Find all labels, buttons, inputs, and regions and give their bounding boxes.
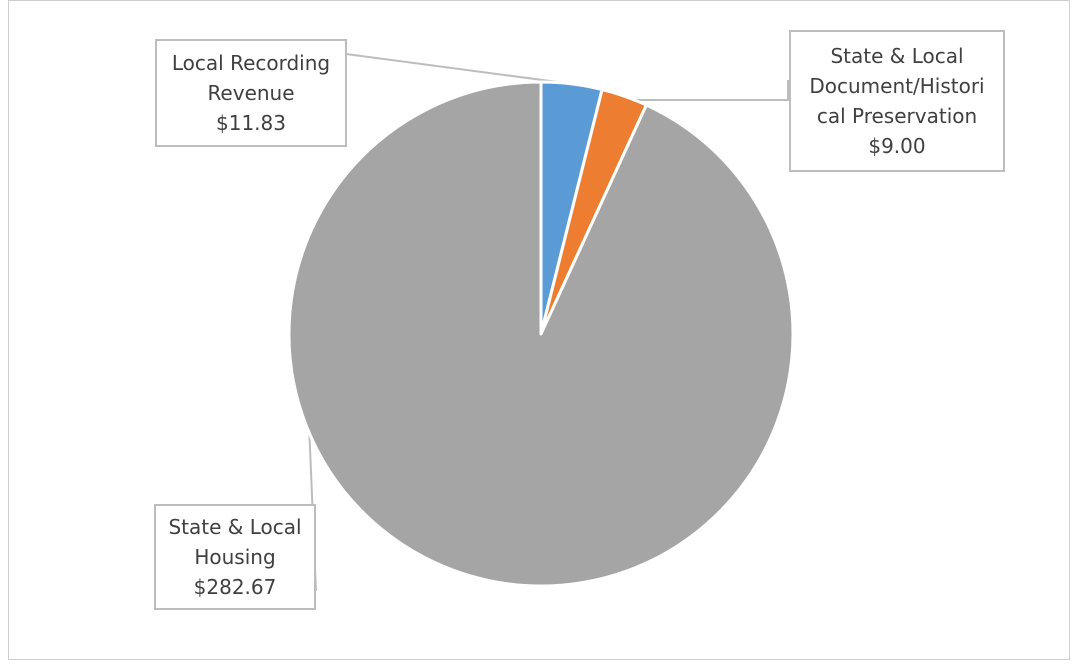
data-label-line: $11.83: [216, 111, 286, 135]
leader-line-1: [623, 80, 789, 102]
data-label-line: State & Local: [168, 515, 302, 539]
data-label-line: Housing: [194, 545, 276, 569]
data-label-line: Revenue: [207, 81, 295, 105]
data-label-line: $9.00: [868, 134, 926, 158]
data-label-line: Local Recording: [171, 51, 331, 75]
data-label-line: Document/Histori: [809, 74, 985, 98]
data-label-line: $282.67: [193, 575, 277, 599]
pie-slices: [287, 80, 795, 588]
data-label-housing: State & Local Housing $282.67: [154, 504, 316, 610]
leader-line-0: [345, 53, 572, 85]
data-label-preservation: State & Local Document/Histori cal Preserv…: [789, 30, 1005, 172]
data-label-local-recording: Local Recording Revenue $11.83: [155, 39, 347, 147]
data-label-line: cal Preservation: [816, 104, 978, 128]
data-label-line: State & Local: [830, 44, 964, 68]
pie-slice-2: [287, 80, 795, 588]
